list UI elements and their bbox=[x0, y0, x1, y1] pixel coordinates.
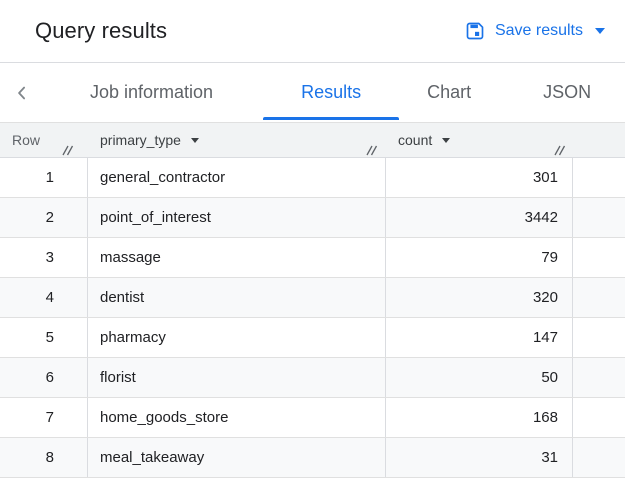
primary-type-cell: point_of_interest bbox=[88, 198, 386, 237]
active-tab-underline bbox=[263, 117, 400, 120]
column-header-primary-type[interactable]: primary_type bbox=[88, 123, 386, 157]
table-row: 3 massage 79 bbox=[0, 238, 625, 278]
table-row: 2 point_of_interest 3442 bbox=[0, 198, 625, 238]
primary-type-cell: dentist bbox=[88, 278, 386, 317]
table-row: 7 home_goods_store 168 bbox=[0, 398, 625, 438]
save-results-label: Save results bbox=[494, 22, 583, 39]
row-number-cell: 1 bbox=[0, 158, 88, 197]
primary-type-cell: massage bbox=[88, 238, 386, 277]
row-number-cell: 4 bbox=[0, 278, 88, 317]
caret-down-icon bbox=[595, 28, 605, 34]
count-cell: 3442 bbox=[386, 198, 573, 237]
tab-bar: Job information Results Chart JSON bbox=[0, 63, 625, 123]
filler-cell bbox=[573, 398, 625, 437]
page-title: Query results bbox=[35, 18, 168, 43]
row-number-cell: 3 bbox=[0, 238, 88, 277]
column-resize-handle[interactable] bbox=[365, 145, 378, 156]
results-table-header: Row primary_type count bbox=[0, 123, 625, 158]
column-header-row: Row bbox=[0, 123, 88, 157]
filler-cell bbox=[573, 198, 625, 237]
column-header-count[interactable]: count bbox=[386, 123, 573, 157]
column-header-filler bbox=[573, 123, 625, 157]
column-resize-handle[interactable] bbox=[553, 145, 566, 156]
primary-type-cell: general_contractor bbox=[88, 158, 386, 197]
results-table-body: 1 general_contractor 301 2 point_of_inte… bbox=[0, 158, 625, 478]
column-label: Row bbox=[12, 132, 41, 148]
filler-cell bbox=[573, 238, 625, 277]
count-cell: 79 bbox=[386, 238, 573, 277]
tab-job-information[interactable]: Job information bbox=[64, 63, 239, 122]
row-number-cell: 5 bbox=[0, 318, 88, 357]
filler-cell bbox=[573, 318, 625, 357]
count-cell: 147 bbox=[386, 318, 573, 357]
tab-label: Job information bbox=[90, 82, 214, 102]
row-number-cell: 2 bbox=[0, 198, 88, 237]
column-menu-caret-icon[interactable] bbox=[190, 137, 199, 143]
tab-chart[interactable]: Chart bbox=[411, 63, 487, 122]
count-cell: 168 bbox=[386, 398, 573, 437]
tab-label: JSON bbox=[543, 82, 592, 102]
column-label: count bbox=[398, 132, 433, 148]
tab-json[interactable]: JSON bbox=[527, 63, 607, 122]
primary-type-cell: pharmacy bbox=[88, 318, 386, 357]
column-label: primary_type bbox=[100, 132, 181, 148]
filler-cell bbox=[573, 158, 625, 197]
panel-header: Query results Save results bbox=[0, 0, 625, 63]
chevron-left-icon bbox=[12, 83, 32, 103]
back-button[interactable] bbox=[0, 63, 44, 122]
table-row: 5 pharmacy 147 bbox=[0, 318, 625, 358]
filler-cell bbox=[573, 438, 625, 477]
table-row: 8 meal_takeaway 31 bbox=[0, 438, 625, 478]
filler-cell bbox=[573, 278, 625, 317]
row-number-cell: 7 bbox=[0, 398, 88, 437]
column-menu-caret-icon[interactable] bbox=[442, 137, 451, 143]
row-number-cell: 6 bbox=[0, 358, 88, 397]
tab-label: Chart bbox=[427, 82, 472, 102]
primary-type-cell: home_goods_store bbox=[88, 398, 386, 437]
column-resize-handle[interactable] bbox=[61, 145, 74, 156]
filler-cell bbox=[573, 358, 625, 397]
tab-results[interactable]: Results bbox=[263, 63, 400, 122]
count-cell: 301 bbox=[386, 158, 573, 197]
count-cell: 320 bbox=[386, 278, 573, 317]
primary-type-cell: florist bbox=[88, 358, 386, 397]
row-number-cell: 8 bbox=[0, 438, 88, 477]
table-row: 6 florist 50 bbox=[0, 358, 625, 398]
primary-type-cell: meal_takeaway bbox=[88, 438, 386, 477]
table-row: 1 general_contractor 301 bbox=[0, 158, 625, 198]
tab-label: Results bbox=[301, 82, 362, 102]
save-icon bbox=[465, 21, 485, 41]
count-cell: 31 bbox=[386, 438, 573, 477]
save-results-button[interactable]: Save results bbox=[463, 17, 607, 45]
count-cell: 50 bbox=[386, 358, 573, 397]
table-row: 4 dentist 320 bbox=[0, 278, 625, 318]
